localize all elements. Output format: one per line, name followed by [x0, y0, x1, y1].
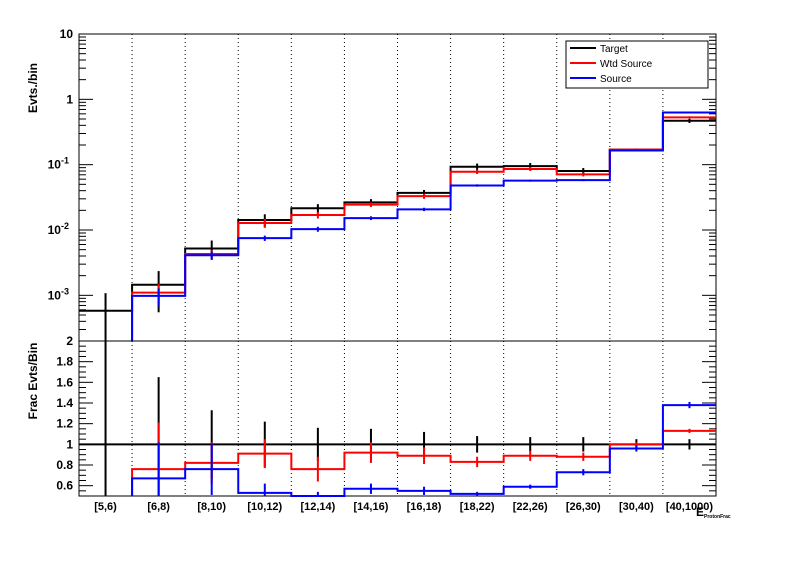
x-category-label: [18,22): [460, 501, 495, 513]
y-tick-label: 1.8: [56, 355, 73, 369]
y-tick-label: 1.6: [56, 375, 73, 389]
ratio-panel: 0.6 0.8 1 1.2 1.4 1.6 1.8 2 [5,6) [6,8) [8,10) [10,…: [56, 334, 717, 513]
y-tick-label: 2: [66, 334, 73, 348]
x-axis-label: EProtonFrac: [696, 505, 731, 520]
x-category-label: [30,40): [619, 501, 654, 513]
y-tick-label: 1.4: [56, 396, 73, 410]
top-panel: 10 1 10-1 10-2 10-3: [48, 27, 717, 342]
series-step-line: [131, 111, 716, 341]
x-category-label: [14,16): [354, 501, 389, 513]
y-tick-label: 1: [66, 437, 73, 451]
y-tick-label: 0.6: [56, 479, 73, 493]
x-category-label: [16,18): [407, 501, 442, 513]
x-category-label: [5,6): [94, 501, 117, 513]
bottom-y-axis-label: Frac Evts/Bin: [26, 343, 40, 420]
legend-entry: Target: [600, 44, 628, 55]
y-tick-label: 10-3: [48, 286, 69, 302]
x-category-label: [8,10): [197, 501, 226, 513]
x-category-label: [26,30): [566, 501, 601, 513]
y-tick-label: 10-1: [48, 156, 69, 172]
legend: Target Wtd Source Source: [565, 40, 709, 89]
y-tick-label: 1.2: [56, 417, 73, 431]
x-category-label: [6,8): [147, 501, 170, 513]
x-category-label: [40,1000): [666, 501, 713, 513]
y-tick-label: 10: [60, 27, 74, 41]
y-tick-label: 1: [66, 92, 73, 106]
ratio-plot-frame: [78, 340, 717, 497]
x-category-label: [12,14): [300, 501, 335, 513]
y-tick-label: 10-2: [48, 221, 69, 237]
x-category-label: [10,12): [247, 501, 282, 513]
y-tick-label: 0.8: [56, 458, 73, 472]
x-category-label: [22,26): [513, 501, 548, 513]
legend-entry: Wtd Source: [600, 59, 653, 70]
top-y-axis-label: Evts./bin: [26, 63, 40, 113]
series-step-line: [131, 404, 716, 497]
legend-entry: Source: [600, 74, 632, 85]
